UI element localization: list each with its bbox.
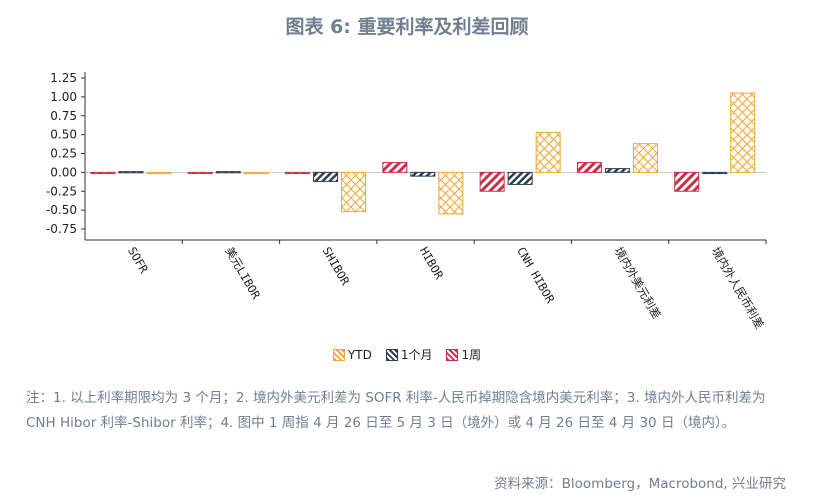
legend-swatch-ytd (332, 348, 345, 361)
bar-1-week (576, 162, 602, 173)
bar-1-week (90, 171, 116, 175)
bar-1-week (187, 171, 213, 175)
bars (90, 92, 756, 215)
x-axis (85, 172, 767, 244)
bar-ytd (146, 171, 172, 175)
x-tick-label: 境内外人民币利差 (709, 245, 767, 332)
bar-1-month (702, 171, 728, 175)
bar-1-week (382, 162, 408, 173)
bar-ytd (438, 171, 464, 215)
y-axis: 1.25 1.00 0.75 0.50 0.25 0.00 -0.25 -0.50 -0.75 (46, 71, 86, 240)
y-tick-label: 0.75 (50, 109, 77, 123)
legend-item-1-month: 1个月 (385, 346, 433, 363)
bar-1-week (674, 171, 700, 192)
x-tick-labels: SOFR 美元LIBOR SHIBOR HIBOR CNH HIBOR 境内外美元利差 境内… (125, 245, 767, 332)
bar-1-month (215, 171, 241, 174)
x-tick-label: 美元LIBOR (222, 245, 263, 302)
y-tick-label: 1.25 (50, 71, 77, 85)
bar-1-month (604, 168, 630, 173)
bar-1-month (410, 171, 436, 177)
x-tick-label: HIBOR (417, 245, 446, 282)
x-tick-label: SHIBOR (320, 245, 353, 288)
legend-swatch-1-month (385, 348, 398, 361)
bar-1-month (118, 171, 144, 174)
x-tick-label: CNH HIBOR (514, 245, 557, 306)
y-tick-label: 1.00 (50, 90, 77, 104)
bar-1-month (507, 171, 533, 185)
bar-ytd (535, 131, 561, 173)
x-tick-label: SOFR (125, 245, 151, 276)
bar-ytd (341, 171, 367, 213)
y-tick-label: -0.75 (46, 222, 77, 236)
y-tick-label: 0.00 (50, 165, 77, 179)
x-tick-label: 境内外美元利差 (611, 245, 663, 322)
bar-ytd (730, 92, 756, 173)
y-tick-label: -0.50 (46, 203, 77, 217)
bar-1-week (479, 171, 505, 192)
source-line: 资料来源：Bloomberg，Macrobond, 兴业研究 (494, 476, 786, 492)
legend-label-1-month: 1个月 (400, 348, 433, 362)
legend-item-1-week: 1周 (446, 346, 481, 363)
bar-ytd (243, 171, 269, 175)
legend-item-ytd: YTD (332, 346, 372, 363)
footnote: 注：1. 以上利率期限均为 3 个月；2. 境内外美元利差为 SOFR 利率-人… (26, 390, 766, 431)
legend: YTD 1个月 1周 (0, 346, 814, 363)
chart-title: 图表 6: 重要利率及利差回顾 (285, 16, 529, 38)
bar-1-week (285, 171, 311, 175)
bar-1-month (313, 171, 339, 182)
legend-label-ytd: YTD (347, 347, 372, 362)
y-tick-label: 0.25 (50, 147, 77, 161)
y-tick-label: 0.50 (50, 128, 77, 142)
legend-swatch-1-week (446, 348, 459, 361)
legend-label-1-week: 1周 (461, 348, 482, 362)
y-tick-label: -0.25 (46, 184, 77, 198)
bar-ytd (632, 143, 658, 173)
bar-chart: 1.251.000.750.500.250.00-0.25-0.50-0.75 … (46, 71, 767, 332)
